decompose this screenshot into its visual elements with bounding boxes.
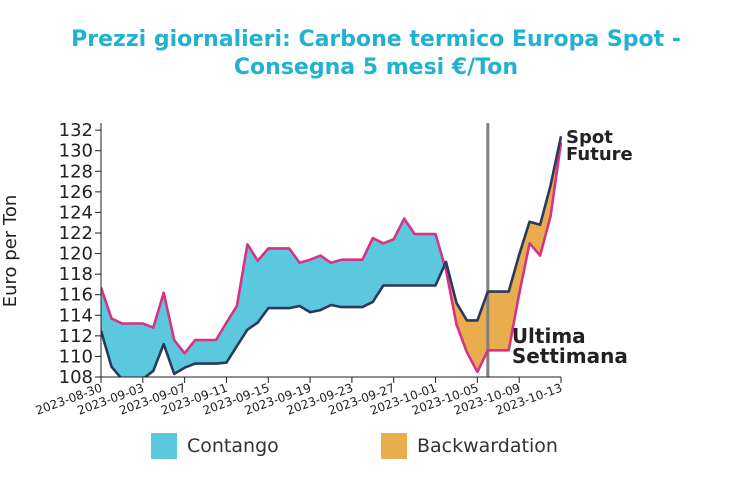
contango-fill-segment xyxy=(351,259,363,308)
y-tick-label: 110 xyxy=(59,346,93,367)
legend-item-backwardation[interactable]: Backwardation xyxy=(381,433,558,459)
backwardation-fill-segment xyxy=(487,291,499,351)
chart-title-line1: Prezzi giornalieri: Carbone termico Euro… xyxy=(71,27,681,52)
contango-fill-segment xyxy=(424,233,436,286)
contango-fill-segment xyxy=(267,248,280,309)
chart-title: Prezzi giornalieri: Carbone termico Euro… xyxy=(0,26,752,82)
legend: Contango Backwardation xyxy=(0,433,752,461)
y-tick-label: 116 xyxy=(59,285,93,306)
chart-area: 1081101121141161181201221241261281301322… xyxy=(0,120,633,418)
contango-fill-segment xyxy=(320,255,332,311)
contango-fill-segment xyxy=(205,339,217,364)
y-tick-label: 120 xyxy=(59,244,93,265)
y-tick-label: 112 xyxy=(59,326,93,347)
contango-fill-segment xyxy=(278,248,290,309)
series-label-spot: Spot xyxy=(566,127,613,148)
y-tick-label: 122 xyxy=(59,223,93,244)
series-label-future: Future xyxy=(566,144,633,165)
last-week-annotation-line1: Ultima xyxy=(512,324,586,348)
legend-label-contango: Contango xyxy=(187,435,279,457)
y-tick-label: 126 xyxy=(59,182,93,203)
y-tick-label: 108 xyxy=(59,367,93,388)
contango-fill-segment xyxy=(330,259,342,308)
y-tick-label: 124 xyxy=(59,202,93,223)
contango-fill-segment xyxy=(382,238,395,286)
contango-fill-segment xyxy=(132,323,144,377)
contango-fill-segment xyxy=(341,259,353,308)
y-tick-label: 118 xyxy=(59,264,93,285)
legend-label-backwardation: Backwardation xyxy=(417,435,558,457)
chart-title-line2: Consegna 5 mesi €/Ton xyxy=(233,55,519,80)
contango-fill-segment xyxy=(194,339,206,364)
spot-line xyxy=(101,136,563,377)
contango-fill-segment xyxy=(215,321,227,364)
y-tick-label: 130 xyxy=(59,141,93,162)
contango-fill-segment xyxy=(309,255,321,313)
y-tick-label: 128 xyxy=(59,161,93,182)
legend-swatch-backwardation xyxy=(381,433,407,459)
future-line xyxy=(101,142,563,374)
contango-fill-segment xyxy=(414,233,426,286)
legend-item-contango[interactable]: Contango xyxy=(151,433,279,459)
contango-fill-segment xyxy=(403,217,415,286)
y-tick-label: 114 xyxy=(59,305,93,326)
contango-fill-segment xyxy=(299,259,311,313)
backwardation-fill-segment xyxy=(497,291,510,351)
last-week-annotation-line2: Settimana xyxy=(512,344,628,368)
legend-swatch-contango xyxy=(151,433,177,459)
y-tick-label: 132 xyxy=(59,120,93,141)
contango-fill-segment xyxy=(121,323,133,377)
y-axis-label: Euro per Ton xyxy=(0,195,21,308)
